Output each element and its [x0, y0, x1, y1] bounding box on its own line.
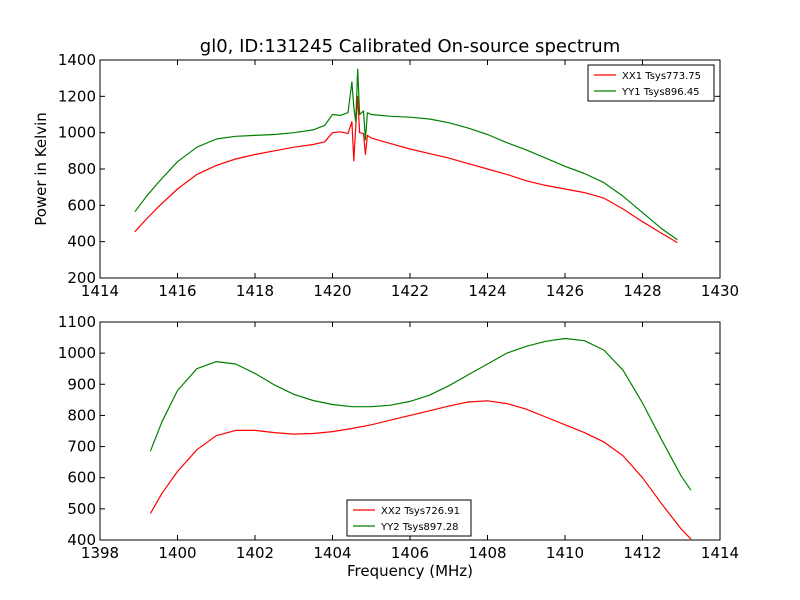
- chart-2-legend: XX2 Tsys726.91 YY2 Tsys897.28: [346, 499, 472, 537]
- chart-1-x-tick-label: 1414: [81, 282, 119, 300]
- chart-1-x-tick-label: 1422: [391, 282, 429, 300]
- chart-2-x-axis-label: Frequency (MHz): [347, 562, 473, 580]
- chart-2-x-tick-label: 1398: [81, 544, 119, 562]
- chart-2-x-tick-label: 1400: [158, 544, 196, 562]
- chart-2-y-tick-label: 700: [67, 438, 96, 456]
- chart-2-x-tick-label: 1414: [701, 544, 739, 562]
- chart-1-x-tick-label: 1424: [468, 282, 506, 300]
- chart-2-series-1-line: [149, 400, 692, 540]
- chart-1-x-tick-label: 1430: [701, 282, 739, 300]
- chart-1-x-tick-label: 1416: [158, 282, 196, 300]
- chart-2-x-tick-label: 1404: [313, 544, 351, 562]
- chart-2-y-tick-label: 600: [67, 469, 96, 487]
- chart-2-y-tick-label: 1000: [58, 344, 96, 362]
- chart-2-y-tick-label: 400: [67, 531, 96, 549]
- chart-1-y-tick-label: 400: [67, 233, 96, 251]
- chart-1-y-tick-label: 800: [67, 160, 96, 178]
- chart-1-legend-box: [587, 64, 715, 102]
- chart-1-x-tick-label: 1428: [623, 282, 661, 300]
- chart-2-legend-box: [346, 499, 472, 537]
- chart-1-legend: XX1 Tsys773.75 YY1 Tsys896.45: [587, 64, 715, 102]
- chart-1-series-2-line: [134, 68, 678, 241]
- chart-1-x-tick-label: 1418: [236, 282, 274, 300]
- chart-2-legend-label-2: YY2 Tsys897.28: [380, 522, 459, 533]
- chart-1-legend-label-2: YY1 Tsys896.45: [621, 87, 700, 98]
- chart-2-y-tick-label: 1100: [58, 313, 96, 331]
- chart-1-y-tick-label: 1200: [58, 87, 96, 105]
- chart-2-x-tick-label: 1402: [236, 544, 274, 562]
- chart-2-y-tick-label: 800: [67, 406, 96, 424]
- chart-2-series-2-line: [149, 337, 692, 491]
- chart-1-x-tick-label: 1420: [313, 282, 351, 300]
- chart-2-x-tick-label: 1410: [546, 544, 584, 562]
- chart-1-series-1-line: [134, 95, 678, 244]
- chart-2-x-tick-label: 1408: [468, 544, 506, 562]
- chart-2-y-tick-label: 900: [67, 375, 96, 393]
- chart-1-y-axis-label: Power in Kelvin: [32, 112, 50, 226]
- chart-1-y-tick-label: 600: [67, 196, 96, 214]
- chart-1-y-tick-label: 1000: [58, 124, 96, 142]
- chart-2: 1398 1400 1402 1404 1406 1408 1410 1412 1414 400 5…: [58, 313, 739, 580]
- chart-1-y-tick-label: 1400: [58, 51, 96, 69]
- chart-2-x-tick-label: 1406: [391, 544, 429, 562]
- chart-1-x-tick-label: 1426: [546, 282, 584, 300]
- chart-1-y-tick-label: 200: [67, 269, 96, 287]
- chart-1-title: gl0, ID:131245 Calibrated On-source spec…: [200, 36, 620, 57]
- chart-1: 1414 1416 1418 1420 1422 1424 1426 1428 1430 200 4…: [32, 36, 739, 300]
- chart-1-legend-label-1: XX1 Tsys773.75: [622, 71, 701, 82]
- chart-2-y-tick-label: 500: [67, 500, 96, 518]
- chart-2-legend-label-1: XX2 Tsys726.91: [381, 506, 460, 517]
- chart-2-x-tick-label: 1412: [623, 544, 661, 562]
